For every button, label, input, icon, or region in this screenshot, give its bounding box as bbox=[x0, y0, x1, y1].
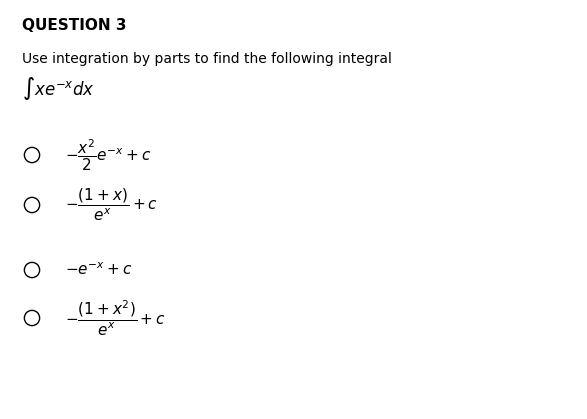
Text: QUESTION 3: QUESTION 3 bbox=[22, 18, 127, 33]
Text: $\int xe^{-x}dx$: $\int xe^{-x}dx$ bbox=[22, 75, 95, 102]
Text: Use integration by parts to find the following integral: Use integration by parts to find the fol… bbox=[22, 52, 392, 66]
Text: $-\dfrac{(1+x^2)}{e^{x}} + c$: $-\dfrac{(1+x^2)}{e^{x}} + c$ bbox=[65, 298, 166, 338]
Text: $-e^{-x} + c$: $-e^{-x} + c$ bbox=[65, 262, 133, 278]
Text: $-\dfrac{x^2}{2}e^{-x} + c$: $-\dfrac{x^2}{2}e^{-x} + c$ bbox=[65, 137, 151, 173]
Text: $-\dfrac{(1+x)}{e^{x}} + c$: $-\dfrac{(1+x)}{e^{x}} + c$ bbox=[65, 187, 158, 223]
